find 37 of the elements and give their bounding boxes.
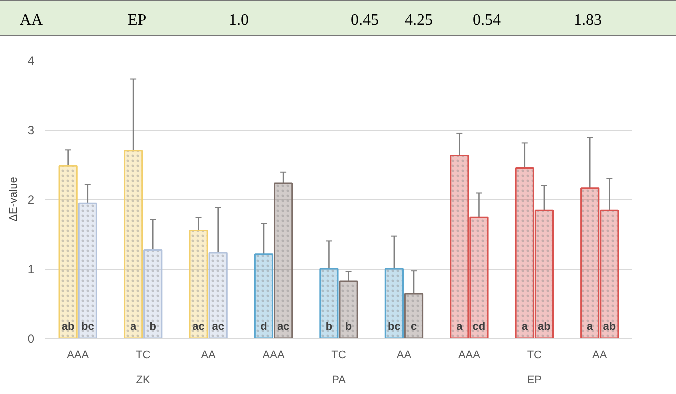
x-tick-label: TC — [332, 350, 346, 362]
data-label: ab — [62, 320, 76, 333]
data-label: ac — [192, 320, 205, 333]
data-label: b — [150, 320, 157, 333]
data-label: ac — [277, 320, 290, 333]
data-label: cd — [472, 320, 486, 333]
data-label: bc — [81, 320, 94, 333]
data-label: ab — [603, 320, 616, 333]
y-tick-label: 4 — [28, 54, 35, 68]
data-label: c — [410, 320, 418, 333]
text: ZK — [136, 374, 152, 386]
y-tick-label: 3 — [28, 124, 35, 138]
x-tick-label: AA — [396, 350, 412, 362]
x-tick-label: AAA — [262, 350, 286, 362]
data-label: ac — [212, 320, 224, 333]
x-tick-label: TC — [136, 350, 151, 362]
x-tick-label: AAA — [67, 350, 90, 362]
y-tick-label: 1 — [28, 262, 35, 276]
data-label: a — [456, 320, 464, 333]
x-tick-label: AAA — [458, 350, 482, 362]
x-tick-label: AA — [201, 350, 217, 362]
x-tick-label: AA — [592, 350, 608, 362]
data-label: a — [130, 320, 138, 333]
data-label: a — [522, 320, 529, 333]
text: PA — [332, 374, 347, 386]
text: EP — [527, 374, 542, 386]
data-label: bc — [388, 320, 401, 333]
y-tick-label: 2 — [28, 193, 35, 207]
y-axis-title: ΔE-value — [8, 177, 20, 222]
data-label: ab — [538, 320, 552, 333]
data-label: a — [587, 320, 594, 333]
data-label: d — [260, 320, 268, 333]
data-label: b — [345, 320, 352, 333]
x-tick-label: TC — [527, 350, 542, 362]
data-label: b — [326, 320, 333, 333]
y-tick-label: 0 — [28, 332, 35, 346]
text: AA EP 1.0 0.45 4.25 0.54 1.83 — [20, 12, 602, 29]
